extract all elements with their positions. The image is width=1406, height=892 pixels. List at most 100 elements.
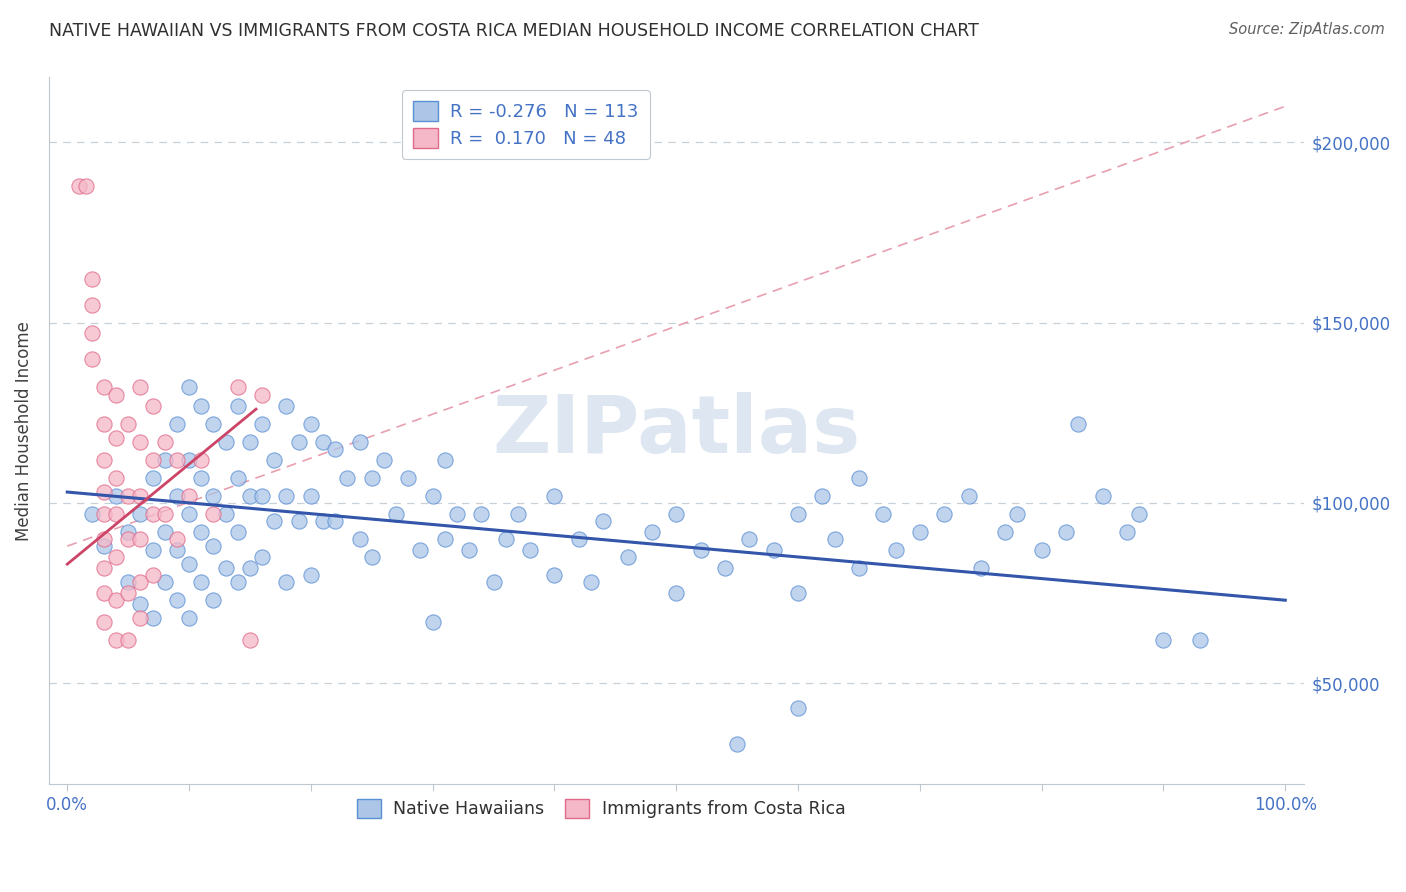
Point	[177, 507, 200, 521]
Point	[80, 272, 103, 286]
Point	[93, 615, 115, 629]
Point	[934, 507, 956, 521]
Point	[226, 575, 249, 590]
Point	[592, 514, 614, 528]
Point	[129, 532, 152, 546]
Point	[579, 575, 602, 590]
Point	[665, 586, 688, 600]
Point	[616, 549, 638, 564]
Point	[214, 507, 236, 521]
Point	[250, 417, 273, 431]
Point	[1007, 507, 1029, 521]
Point	[166, 452, 188, 467]
Point	[104, 549, 127, 564]
Point	[202, 489, 225, 503]
Point	[848, 561, 870, 575]
Point	[689, 542, 711, 557]
Point	[276, 399, 298, 413]
Point	[568, 532, 591, 546]
Point	[482, 575, 505, 590]
Point	[349, 434, 371, 449]
Point	[166, 593, 188, 607]
Point	[970, 561, 993, 575]
Point	[129, 507, 152, 521]
Point	[202, 593, 225, 607]
Point	[287, 434, 309, 449]
Point	[129, 380, 152, 394]
Point	[117, 489, 139, 503]
Point	[409, 542, 432, 557]
Point	[190, 452, 212, 467]
Point	[129, 575, 152, 590]
Point	[470, 507, 492, 521]
Point	[957, 489, 980, 503]
Point	[312, 514, 335, 528]
Point	[93, 586, 115, 600]
Point	[153, 575, 176, 590]
Point	[872, 507, 894, 521]
Point	[226, 380, 249, 394]
Point	[506, 507, 529, 521]
Point	[214, 434, 236, 449]
Point	[141, 452, 163, 467]
Point	[336, 470, 359, 484]
Point	[543, 568, 565, 582]
Point	[190, 575, 212, 590]
Point	[226, 470, 249, 484]
Point	[519, 542, 541, 557]
Point	[239, 434, 262, 449]
Point	[263, 452, 285, 467]
Point	[299, 568, 322, 582]
Point	[177, 452, 200, 467]
Point	[153, 452, 176, 467]
Point	[239, 561, 262, 575]
Point	[373, 452, 395, 467]
Point	[93, 485, 115, 500]
Point	[299, 489, 322, 503]
Point	[141, 542, 163, 557]
Point	[93, 380, 115, 394]
Point	[153, 524, 176, 539]
Point	[299, 417, 322, 431]
Point	[177, 489, 200, 503]
Point	[1067, 417, 1090, 431]
Y-axis label: Median Household Income: Median Household Income	[15, 321, 32, 541]
Point	[129, 489, 152, 503]
Point	[263, 514, 285, 528]
Point	[385, 507, 408, 521]
Point	[80, 507, 103, 521]
Text: NATIVE HAWAIIAN VS IMMIGRANTS FROM COSTA RICA MEDIAN HOUSEHOLD INCOME CORRELATIO: NATIVE HAWAIIAN VS IMMIGRANTS FROM COSTA…	[49, 22, 979, 40]
Point	[994, 524, 1017, 539]
Point	[202, 417, 225, 431]
Point	[190, 470, 212, 484]
Point	[93, 507, 115, 521]
Point	[67, 178, 90, 193]
Point	[117, 532, 139, 546]
Point	[762, 542, 785, 557]
Point	[190, 524, 212, 539]
Point	[129, 434, 152, 449]
Point	[495, 532, 517, 546]
Point	[117, 632, 139, 647]
Point	[884, 542, 907, 557]
Point	[75, 178, 97, 193]
Point	[287, 514, 309, 528]
Point	[104, 387, 127, 401]
Point	[226, 399, 249, 413]
Point	[446, 507, 468, 521]
Point	[250, 387, 273, 401]
Point	[141, 611, 163, 625]
Point	[104, 431, 127, 445]
Point	[641, 524, 664, 539]
Point	[276, 575, 298, 590]
Point	[141, 399, 163, 413]
Point	[239, 489, 262, 503]
Point	[117, 524, 139, 539]
Point	[908, 524, 931, 539]
Point	[166, 542, 188, 557]
Point	[787, 586, 810, 600]
Point	[141, 507, 163, 521]
Point	[80, 351, 103, 366]
Text: ZIPatlas: ZIPatlas	[492, 392, 860, 470]
Point	[312, 434, 335, 449]
